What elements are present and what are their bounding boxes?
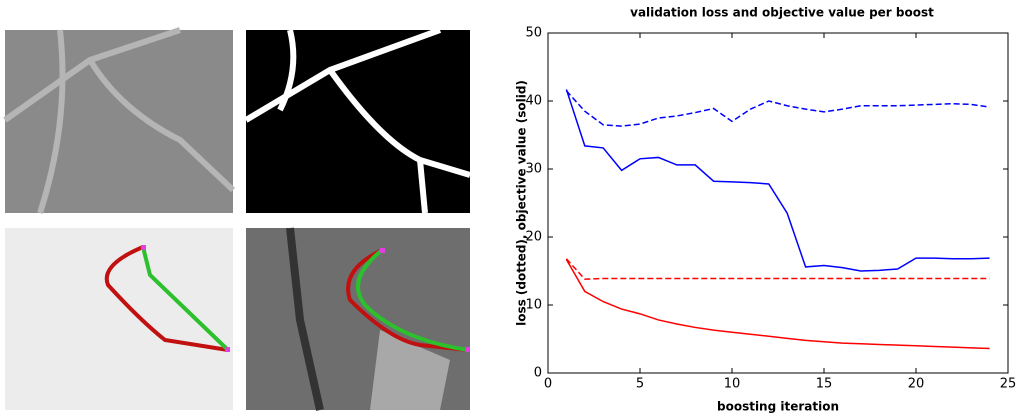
path-image [5,228,233,410]
image-panels [3,27,471,411]
series-line [565,258,990,280]
chart-title: validation loss and objective value per … [630,6,934,20]
x-tick-label: 10 [724,377,741,392]
x-tick-label: 5 [636,377,644,392]
x-tick-label: 0 [544,377,552,392]
y-tick-label: 50 [525,26,542,41]
series-line [565,90,990,127]
plot-frame [547,32,1009,374]
series-line [565,89,990,272]
aerial-image [5,30,233,213]
y-tick-label: 0 [534,366,542,381]
chart: validation loss and objective value per … [515,6,1017,414]
y-tick-label: 30 [525,162,542,177]
series-line [565,259,990,350]
x-tick-label: 15 [816,377,833,392]
y-tick-label: 10 [525,298,542,313]
x-axis-label: boosting iteration [717,400,839,414]
y-tick-label: 20 [525,230,542,245]
y-axis-label: loss (dotted), objective value (solid) [515,80,529,326]
y-tick-label: 40 [525,94,542,109]
x-tick-label: 25 [1000,377,1017,392]
x-tick-label: 20 [908,377,925,392]
